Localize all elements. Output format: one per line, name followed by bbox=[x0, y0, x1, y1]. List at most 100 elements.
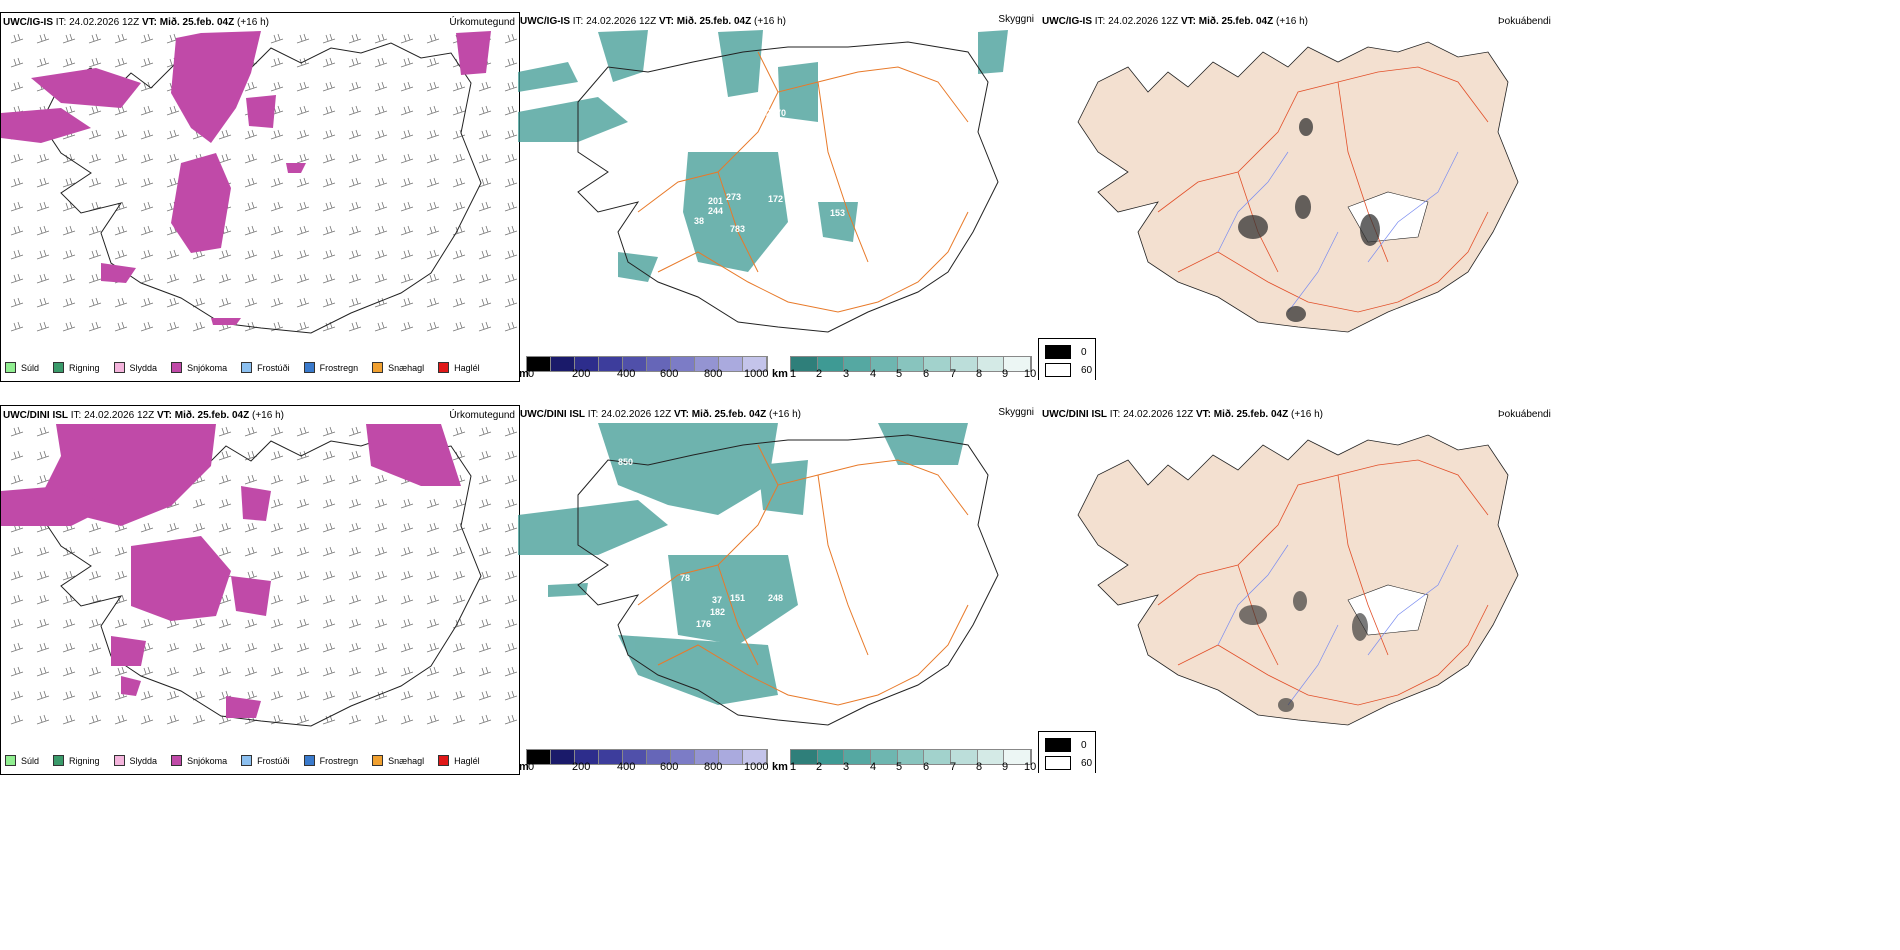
wind-barb bbox=[400, 273, 414, 284]
wind-barb bbox=[10, 474, 24, 485]
wind-barb bbox=[400, 153, 414, 164]
wind-barb bbox=[504, 33, 518, 44]
wind-barb bbox=[452, 177, 466, 188]
wind-barb bbox=[62, 201, 76, 212]
wind-barb bbox=[62, 273, 76, 284]
wind-barb bbox=[114, 177, 128, 188]
wind-barb bbox=[192, 522, 206, 533]
iceland-land bbox=[1077, 434, 1519, 726]
wind-barb bbox=[348, 249, 362, 260]
wind-barb bbox=[88, 570, 102, 581]
wind-barb bbox=[114, 321, 128, 332]
ceiling-value: 11 bbox=[744, 306, 754, 316]
wind-barb bbox=[166, 714, 180, 725]
map-header: UWC/DINI ISL IT: 24.02.2026 12Z VT: Mið.… bbox=[520, 409, 801, 421]
wind-barb bbox=[426, 273, 440, 284]
legend-item: Slydda bbox=[113, 755, 157, 766]
wind-barb bbox=[374, 201, 388, 212]
wind-barb bbox=[478, 690, 492, 701]
valid-time: Mið. 25.feb. 04Z bbox=[676, 16, 752, 27]
init-time: 24.02.2026 12Z bbox=[1123, 409, 1194, 420]
wind-barb bbox=[348, 273, 362, 284]
iceland-land bbox=[1077, 41, 1519, 333]
legend-swatch bbox=[372, 755, 384, 766]
wind-barb bbox=[192, 714, 206, 725]
wind-barb bbox=[36, 201, 50, 212]
wind-barb bbox=[296, 522, 310, 533]
wind-barb bbox=[114, 297, 128, 308]
wind-barb bbox=[88, 153, 102, 164]
wind-barb bbox=[478, 177, 492, 188]
wind-barb bbox=[296, 33, 310, 44]
wind-barb bbox=[62, 690, 76, 701]
wind-barb bbox=[478, 426, 492, 437]
init-label: IT: bbox=[1094, 16, 1106, 27]
wind-barb bbox=[348, 594, 362, 605]
wind-barb bbox=[296, 153, 310, 164]
wind-barb bbox=[62, 666, 76, 677]
valid-label: VT: bbox=[1195, 409, 1211, 420]
wind-barb bbox=[114, 129, 128, 140]
wind-barb bbox=[348, 714, 362, 725]
ceiling-value: 850 bbox=[694, 529, 709, 539]
wind-barb bbox=[374, 225, 388, 236]
wind-barb bbox=[296, 225, 310, 236]
wind-barb bbox=[400, 570, 414, 581]
wind-barb bbox=[452, 297, 466, 308]
wind-barb bbox=[62, 249, 76, 260]
wind-barb bbox=[478, 642, 492, 653]
wind-barb bbox=[426, 546, 440, 557]
wind-barb bbox=[88, 714, 102, 725]
wind-barb bbox=[10, 321, 24, 332]
snow-areas bbox=[1, 31, 491, 325]
wind-barb bbox=[140, 57, 154, 68]
wind-barb bbox=[478, 321, 492, 332]
wind-barb bbox=[244, 666, 258, 677]
legend-item: Rigning bbox=[53, 755, 100, 766]
legend-swatch bbox=[171, 362, 183, 373]
fog-map-row2: UWC/DINI ISL IT: 24.02.2026 12Z VT: Mið.… bbox=[1038, 405, 1900, 773]
model-name: UWC/IG-IS bbox=[1042, 16, 1092, 27]
wind-barb bbox=[270, 714, 284, 725]
wind-barb bbox=[270, 474, 284, 485]
wind-barb bbox=[10, 81, 24, 92]
fog-map-row1: UWC/IG-IS IT: 24.02.2026 12Z VT: Mið. 25… bbox=[1038, 12, 1900, 380]
wind-barb bbox=[88, 642, 102, 653]
wind-barb bbox=[244, 81, 258, 92]
wind-barb bbox=[296, 546, 310, 557]
wind-barb bbox=[374, 594, 388, 605]
wind-barb bbox=[270, 498, 284, 509]
wind-barb bbox=[244, 153, 258, 164]
wind-barb bbox=[218, 297, 232, 308]
wind-barb bbox=[478, 273, 492, 284]
wind-barb bbox=[140, 321, 154, 332]
lead-time: (+16 h) bbox=[754, 16, 786, 27]
init-label: IT: bbox=[587, 409, 599, 420]
wind-barb bbox=[400, 249, 414, 260]
wind-barb bbox=[270, 81, 284, 92]
fog-key-row: 60 bbox=[1045, 363, 1092, 377]
fog-key: 0 60 bbox=[1038, 338, 1096, 380]
wind-barb bbox=[426, 177, 440, 188]
wind-barb bbox=[10, 297, 24, 308]
fog-key: 0 60 bbox=[1038, 731, 1096, 773]
wind-barb bbox=[400, 201, 414, 212]
wind-barb bbox=[400, 690, 414, 701]
wind-barb bbox=[270, 177, 284, 188]
wind-barb bbox=[348, 177, 362, 188]
wind-barb bbox=[400, 522, 414, 533]
wind-barb bbox=[88, 105, 102, 116]
wind-barb bbox=[62, 225, 76, 236]
wind-barb bbox=[426, 297, 440, 308]
wind-barb bbox=[504, 642, 518, 653]
model-name: UWC/DINI ISL bbox=[520, 409, 585, 420]
wind-barb bbox=[10, 57, 24, 68]
wind-barb bbox=[244, 690, 258, 701]
wind-barb bbox=[270, 273, 284, 284]
legend-swatch bbox=[5, 755, 16, 766]
wind-barb bbox=[244, 201, 258, 212]
wind-barb bbox=[322, 474, 336, 485]
wind-barb bbox=[10, 33, 24, 44]
wind-barb bbox=[348, 522, 362, 533]
roads bbox=[1157, 459, 1489, 706]
